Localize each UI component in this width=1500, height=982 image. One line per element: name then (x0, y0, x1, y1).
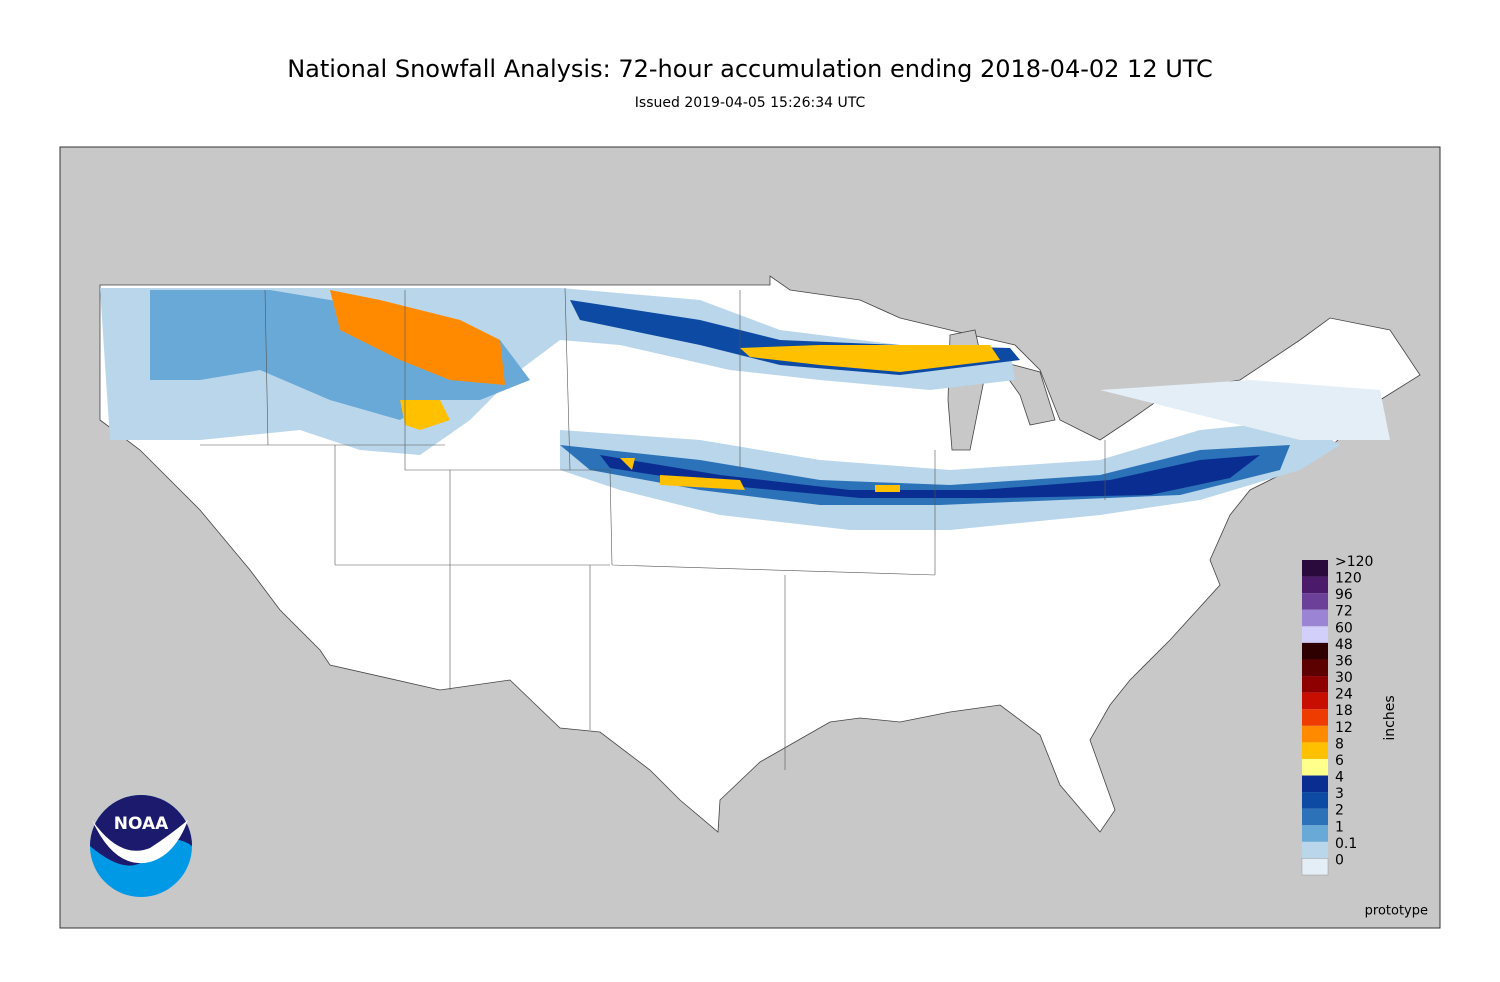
legend-swatch (1302, 709, 1328, 726)
legend-swatch (1302, 576, 1328, 594)
legend-swatch (1302, 841, 1328, 859)
logo-swoosh (92, 820, 188, 864)
legend-unit: inches (1382, 695, 1398, 740)
state-borders (200, 287, 1106, 770)
snow-bands (100, 288, 1390, 530)
legend-swatch (1302, 758, 1328, 776)
legend-label: 18 (1335, 703, 1353, 719)
legend-label: 120 (1335, 571, 1362, 587)
logo-text: NOAA (114, 814, 169, 834)
legend-label: 1 (1335, 819, 1344, 835)
legend-swatch (1302, 642, 1328, 660)
legend-swatch (1302, 593, 1328, 610)
legend-swatch (1302, 742, 1328, 759)
legend-label: 2 (1335, 803, 1344, 819)
legend-swatch (1302, 725, 1328, 743)
subtitle: Issued 2019-04-05 15:26:34 UTC (635, 95, 866, 111)
legend-label: 0 (1335, 852, 1344, 868)
legend-label: 8 (1335, 736, 1344, 752)
legend-label: 96 (1335, 587, 1353, 603)
legend-label: 12 (1335, 720, 1353, 736)
note: prototype (1365, 904, 1428, 919)
legend-swatch (1302, 775, 1328, 793)
legend-label: 3 (1335, 786, 1344, 802)
snow-area (560, 420, 1340, 530)
legend-swatch (1302, 808, 1328, 826)
snow-area (1100, 380, 1390, 440)
legend-swatch (1302, 560, 1328, 577)
legend-label: 24 (1335, 687, 1353, 703)
legend-label: 72 (1335, 604, 1353, 620)
legend-label: 0.1 (1335, 836, 1357, 852)
legend-swatch (1302, 609, 1328, 627)
legend-label: 6 (1335, 753, 1344, 769)
legend-swatch (1302, 659, 1328, 677)
legend-swatch (1302, 792, 1328, 809)
legend-swatch (1302, 825, 1328, 842)
legend-swatch (1302, 626, 1328, 643)
legend-label: 60 (1335, 620, 1353, 636)
heavy-snow (330, 290, 505, 385)
legend-label: 30 (1335, 670, 1353, 686)
legend-label: 36 (1335, 653, 1353, 669)
title: National Snowfall Analysis: 72-hour accu… (287, 55, 1213, 83)
legend-label: >120 (1335, 554, 1373, 570)
legend-swatch (1302, 676, 1328, 693)
noaa-logo: NOAA (90, 795, 192, 897)
heavy-snow (740, 345, 1000, 372)
legend-swatch (1302, 692, 1328, 710)
legend-label: 4 (1335, 770, 1344, 786)
legend-swatch (1301, 858, 1329, 876)
snow-band (600, 455, 1260, 498)
legend-label: 48 (1335, 637, 1353, 653)
